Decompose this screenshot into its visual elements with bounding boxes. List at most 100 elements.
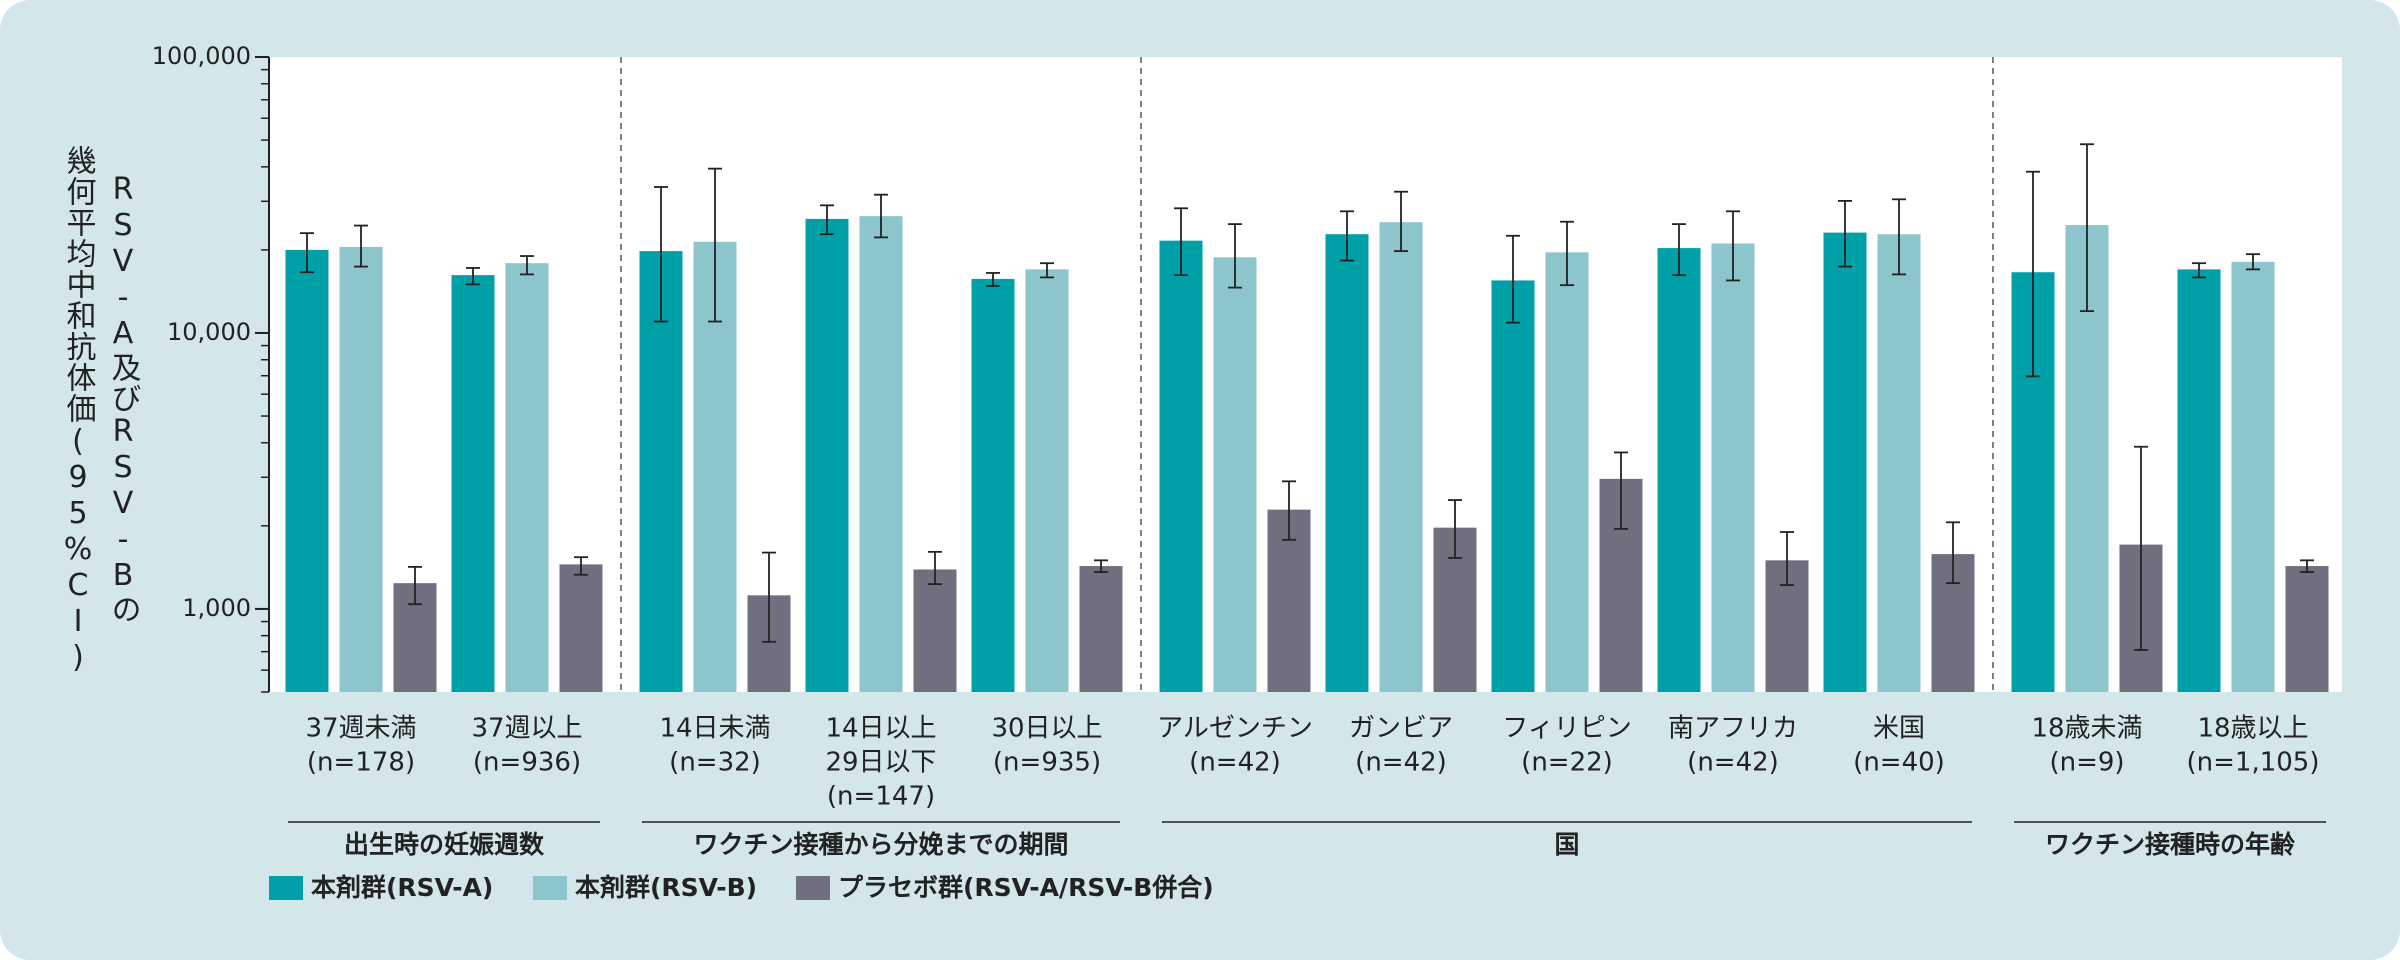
error-bar: [1672, 223, 1686, 277]
y-axis-label: 幾何平均中和抗体価(95%CI): [61, 145, 97, 676]
x-tick-label: (n=42): [1355, 748, 1447, 778]
x-tick-label: アルゼンチン: [1157, 714, 1313, 744]
error-bar: [1892, 198, 1906, 276]
bar: [1159, 240, 1203, 692]
legend-swatch: [269, 876, 303, 900]
x-tick-label: 14日以上: [825, 714, 936, 744]
bar: [2285, 566, 2329, 692]
error-bar: [1040, 262, 1054, 279]
error-bar: [2192, 262, 2206, 279]
y-tick-label: 1,000: [182, 594, 251, 622]
x-tick-label: (n=178): [307, 748, 415, 778]
error-bar: [300, 232, 314, 274]
x-tick-label: (n=42): [1189, 748, 1281, 778]
error-bar: [1394, 190, 1408, 252]
group-label: 国: [1554, 830, 1579, 859]
legend-swatch: [796, 876, 830, 900]
error-bar: [408, 566, 422, 606]
error-bar: [2134, 445, 2148, 651]
error-bar: [466, 267, 480, 286]
x-tick-label: 14日未満: [659, 714, 770, 744]
bar: [505, 263, 549, 692]
error-bar: [708, 167, 722, 323]
error-bar: [762, 551, 776, 643]
bar: [1823, 232, 1867, 692]
legend-label: プラセボ群(RSV-A/RSV-B併合): [838, 873, 1214, 902]
x-tick-label: (n=42): [1687, 748, 1779, 778]
bar: [1025, 269, 1069, 692]
error-bar: [986, 272, 1000, 287]
bar: [2177, 269, 2221, 692]
error-bar: [354, 224, 368, 268]
bar: [1711, 243, 1755, 692]
group-label: ワクチン接種時の年齢: [2045, 830, 2295, 859]
x-tick-label: (n=936): [473, 748, 581, 778]
x-tick-label: (n=40): [1853, 748, 1945, 778]
error-bar: [1282, 480, 1296, 541]
x-tick-label: 30日以上: [991, 714, 1102, 744]
legend-label: 本剤群(RSV-A): [311, 873, 493, 902]
bar: [1213, 257, 1257, 692]
error-bar: [2246, 253, 2260, 271]
error-bar: [1838, 199, 1852, 268]
error-bar: [654, 186, 668, 323]
bar: [1491, 280, 1535, 692]
group-label: ワクチン接種から分娩までの期間: [693, 830, 1068, 859]
bar: [559, 564, 603, 692]
x-tick-label: 南アフリカ: [1668, 714, 1798, 744]
x-tick-label: 29日以下: [825, 748, 936, 778]
x-tick-label: (n=1,105): [2187, 748, 2320, 778]
x-tick-label: ガンビア: [1349, 714, 1453, 744]
bar: [1325, 234, 1369, 692]
y-tick-label: 10,000: [167, 318, 251, 346]
bar: [859, 216, 903, 692]
bar: [1877, 234, 1921, 692]
bar: [339, 246, 383, 692]
legend-swatch: [533, 876, 567, 900]
legend-label: 本剤群(RSV-B): [575, 873, 757, 902]
x-tick-label: 18歳以上: [2197, 714, 2308, 744]
error-bar: [874, 193, 888, 239]
bar: [1079, 566, 1123, 692]
x-tick-label: (n=22): [1521, 748, 1613, 778]
error-bar: [1726, 210, 1740, 282]
bar: [805, 218, 849, 692]
x-tick-label: (n=147): [827, 782, 935, 812]
error-bar: [574, 556, 588, 576]
y-tick-label: 100,000: [152, 42, 251, 70]
error-bar: [1780, 531, 1794, 586]
error-bar: [928, 550, 942, 586]
bar: [971, 278, 1015, 692]
bar: [1545, 252, 1589, 692]
y-axis-label: RSV-A及びRSV-Bの: [106, 172, 141, 625]
x-tick-label: 米国: [1873, 714, 1925, 744]
error-bar: [2026, 170, 2040, 378]
error-bar: [2300, 559, 2314, 573]
bar: [1379, 222, 1423, 692]
group-label: 出生時の妊娠週数: [344, 830, 545, 859]
error-bar: [1946, 521, 1960, 585]
error-bar: [1560, 220, 1574, 287]
error-bar: [2080, 143, 2094, 313]
x-tick-label: 37週未満: [305, 714, 416, 744]
bar: [2231, 261, 2275, 692]
error-bar: [1614, 451, 1628, 530]
error-bar: [1228, 223, 1242, 289]
error-bar: [1174, 207, 1188, 277]
x-tick-label: (n=935): [993, 748, 1101, 778]
error-bar: [520, 255, 534, 276]
bar: [913, 569, 957, 692]
bar: [1657, 248, 1701, 693]
x-tick-label: (n=32): [669, 748, 761, 778]
bar: [639, 251, 683, 692]
x-tick-label: 37週以上: [471, 714, 582, 744]
error-bar: [1506, 234, 1520, 324]
x-tick-label: フィリピン: [1502, 714, 1631, 744]
bar: [285, 249, 329, 692]
bar: [451, 275, 495, 692]
x-tick-label: (n=9): [2049, 748, 2124, 778]
error-bar: [820, 204, 834, 236]
error-bar: [1340, 210, 1354, 262]
error-bar: [1094, 559, 1108, 573]
